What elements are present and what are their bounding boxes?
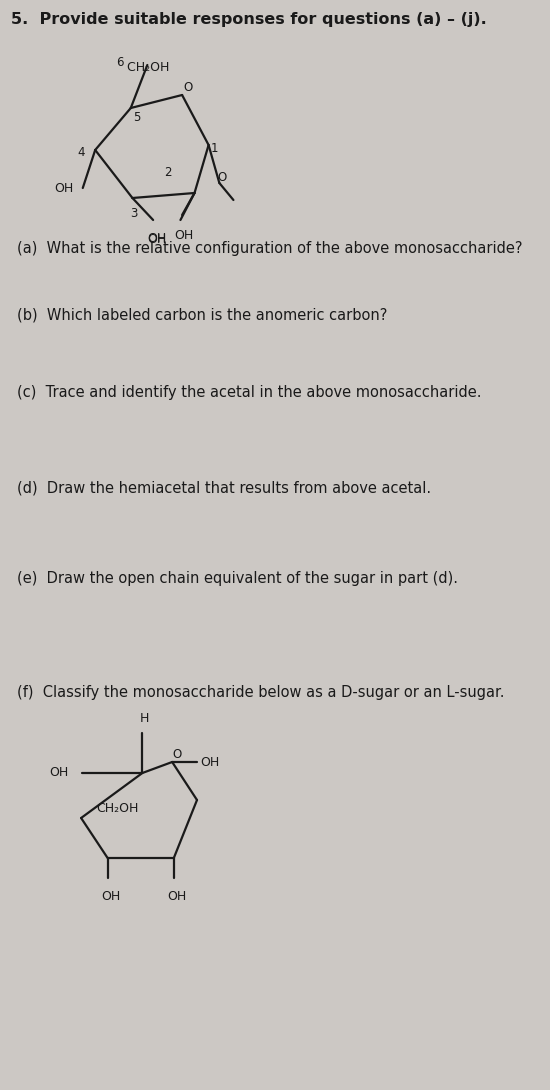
Text: OH: OH xyxy=(147,233,167,246)
Text: O: O xyxy=(172,748,182,761)
Text: (c)  Trace and identify the acetal in the above monosaccharide.: (c) Trace and identify the acetal in the… xyxy=(16,385,481,400)
Text: OH: OH xyxy=(50,766,69,779)
Text: OH: OH xyxy=(200,755,219,768)
Text: O: O xyxy=(218,170,227,183)
Text: (b)  Which labeled carbon is the anomeric carbon?: (b) Which labeled carbon is the anomeric… xyxy=(16,307,387,323)
Text: (d)  Draw the hemiacetal that results from above acetal.: (d) Draw the hemiacetal that results fro… xyxy=(16,481,431,496)
Text: 4: 4 xyxy=(77,145,85,158)
Text: CH₂OH: CH₂OH xyxy=(123,61,169,74)
Text: 1: 1 xyxy=(211,142,218,155)
Text: OH: OH xyxy=(54,182,73,194)
Text: OH: OH xyxy=(147,232,167,245)
Text: H: H xyxy=(140,712,149,725)
Text: 3: 3 xyxy=(130,207,138,220)
Text: OH: OH xyxy=(101,891,120,903)
Text: 5.  Provide suitable responses for questions (a) – (j).: 5. Provide suitable responses for questi… xyxy=(11,12,487,26)
Text: (a)  What is the relative configuration of the above monosaccharide?: (a) What is the relative configuration o… xyxy=(16,241,522,255)
Text: CH₂OH: CH₂OH xyxy=(96,801,139,814)
Text: (f)  Classify the monosaccharide below as a D-sugar or an L-sugar.: (f) Classify the monosaccharide below as… xyxy=(16,686,504,701)
Text: O: O xyxy=(184,81,193,94)
Text: 5: 5 xyxy=(133,111,141,124)
Text: OH: OH xyxy=(167,891,186,903)
Text: OH: OH xyxy=(175,229,194,242)
Text: (e)  Draw the open chain equivalent of the sugar in part (d).: (e) Draw the open chain equivalent of th… xyxy=(16,570,458,585)
Text: 6: 6 xyxy=(116,56,123,69)
Text: 2: 2 xyxy=(164,166,172,179)
